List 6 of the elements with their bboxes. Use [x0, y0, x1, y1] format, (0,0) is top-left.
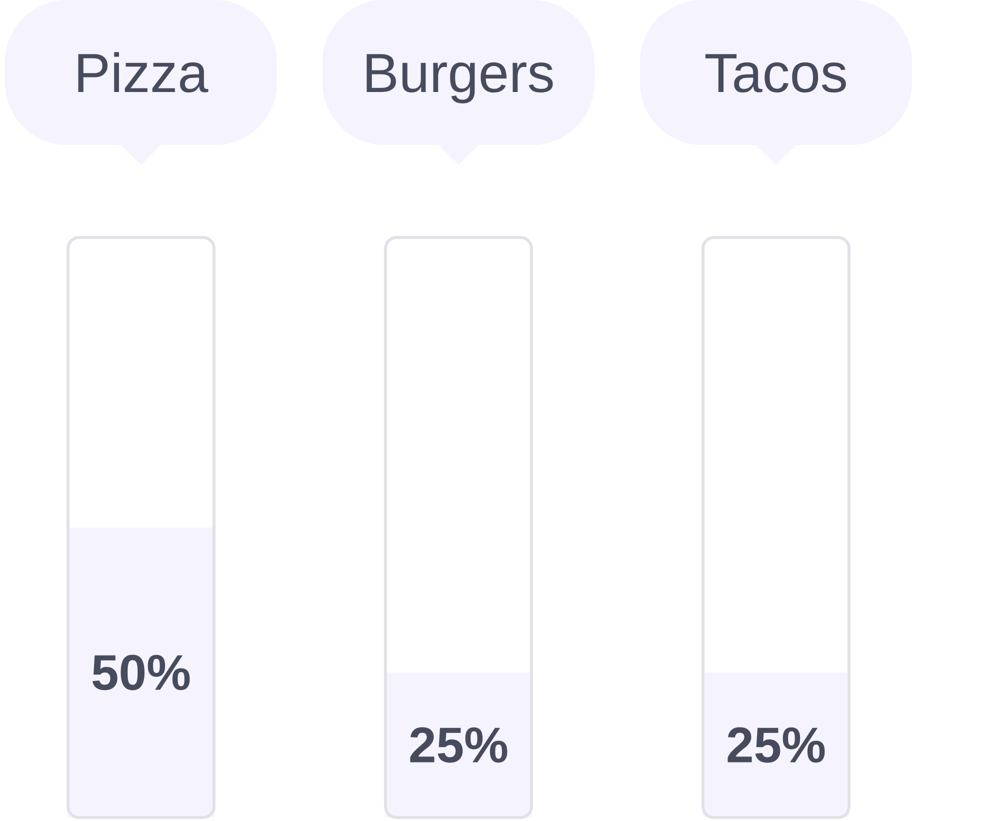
x-tick-label: Tacos: [705, 54, 846, 93]
data-label: 25%: [410, 727, 508, 763]
x-tick-label: Burgers: [366, 54, 553, 104]
data-label: 50%: [92, 654, 190, 690]
data-label: 25%: [728, 727, 825, 763]
x-tick-label: Pizza: [78, 52, 208, 93]
